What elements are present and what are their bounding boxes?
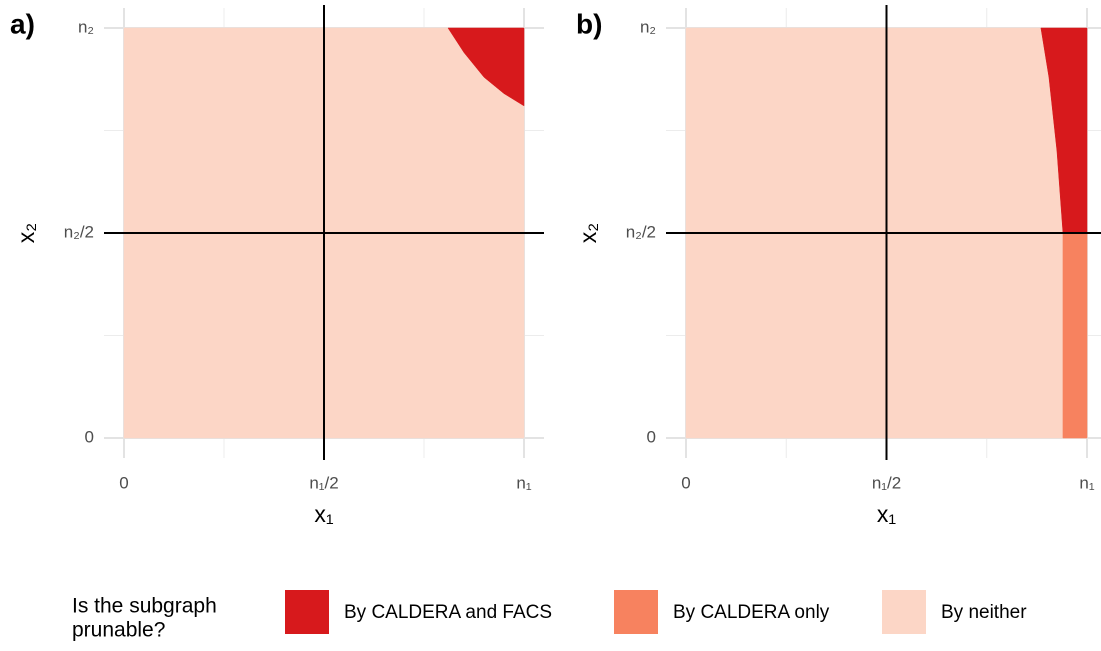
x-axis-title: x₁	[877, 501, 897, 527]
y-tick-label: n₂/2	[64, 222, 94, 241]
x-tick-label: 0	[681, 473, 690, 492]
legend-label: By CALDERA only	[673, 602, 830, 623]
legend-label: By CALDERA and FACS	[344, 602, 552, 623]
x-tick-label: n₁/2	[309, 473, 338, 492]
y-tick-label: n₂/2	[626, 222, 656, 241]
y-tick-label: 0	[85, 427, 94, 446]
x-tick-label: 0	[119, 473, 128, 492]
x-axis-title: x₁	[314, 501, 334, 527]
x-tick-label: n₁	[516, 473, 531, 492]
legend-title: prunable?	[72, 619, 165, 642]
panel-label: b)	[576, 8, 602, 39]
x-tick-label: n₁/2	[872, 473, 901, 492]
legend-title: Is the subgraph	[72, 595, 217, 618]
panel-label: a)	[10, 8, 35, 39]
y-axis-title: x₂	[13, 223, 39, 243]
y-axis-title: x₂	[575, 223, 601, 243]
region	[447, 27, 525, 107]
legend-key	[614, 590, 658, 634]
legend-key	[882, 590, 926, 634]
y-tick-label: 0	[647, 427, 656, 446]
x-tick-label: n₁	[1079, 473, 1094, 492]
legend-label: By neither	[941, 602, 1027, 623]
region	[1062, 232, 1088, 439]
y-tick-label: n₂	[640, 17, 656, 36]
legend-key	[285, 590, 329, 634]
y-tick-label: n₂	[78, 17, 94, 36]
